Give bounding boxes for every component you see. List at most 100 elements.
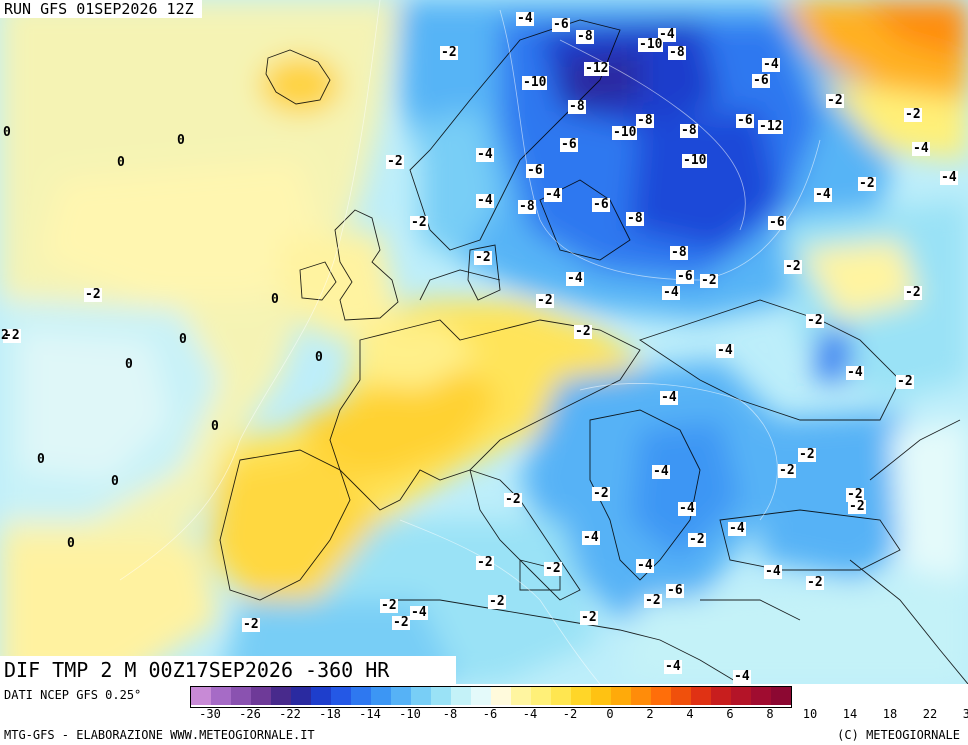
contour-label: -2 — [644, 593, 662, 608]
contour-label: -2 — [580, 610, 598, 625]
legend-swatch — [391, 687, 411, 705]
legend-swatch — [551, 687, 571, 705]
contour-label: -4 — [660, 390, 678, 405]
contour-label: -6 — [526, 163, 544, 178]
contour-label: -2 — [488, 594, 506, 609]
contour-label: -2 — [806, 575, 824, 590]
data-source: DATI NCEP GFS 0.25° — [4, 688, 142, 702]
contour-label: 2 — [1, 328, 9, 343]
legend-ticks: -30 -26 -22 -18 -14 -10 -8 -6 -4 -2 0 2 4 6 8 10 14 18 22 3… — [190, 707, 968, 723]
contour-label: 0 — [111, 474, 119, 489]
contour-label: -2 — [84, 287, 102, 302]
legend-swatch — [271, 687, 291, 705]
contour-label: -2 — [798, 447, 816, 462]
contour-label: -4 — [664, 659, 682, 674]
map-title: DIF TMP 2 M 00Z17SEP2026 -360 HR — [0, 656, 456, 684]
contour-label: -2 — [242, 617, 260, 632]
legend-swatch — [431, 687, 451, 705]
legend-swatch — [291, 687, 311, 705]
legend-swatch — [511, 687, 531, 705]
contour-label: -6 — [666, 583, 684, 598]
contour-label: -4 — [516, 11, 534, 26]
contour-label: -4 — [716, 343, 734, 358]
contour-label: -2 — [574, 324, 592, 339]
contour-label: 0 — [271, 292, 279, 307]
legend-swatch — [471, 687, 491, 705]
contour-label: -4 — [912, 141, 930, 156]
contour-label: -2 — [848, 499, 866, 514]
contour-label: -2 — [504, 492, 522, 507]
contour-label: -2 — [896, 374, 914, 389]
legend-tick: -18 — [319, 707, 341, 721]
legend-tick: 30 — [962, 707, 968, 721]
credit-left: MTG-GFS - ELABORAZIONE WWW.METEOGIORNALE… — [4, 728, 315, 742]
contour-label: -4 — [544, 187, 562, 202]
legend-tick: 14 — [842, 707, 858, 721]
legend-swatch — [371, 687, 391, 705]
contour-label: 0 — [177, 133, 185, 148]
contour-label: -8 — [636, 113, 654, 128]
legend-swatch — [191, 687, 211, 705]
run-title: RUN GFS 01SEP2026 12Z — [0, 0, 202, 18]
legend-swatch — [731, 687, 751, 705]
legend-tick: -14 — [359, 707, 381, 721]
contour-label: -2 — [380, 598, 398, 613]
legend-tick: -6 — [482, 707, 498, 721]
legend-swatch — [671, 687, 691, 705]
contour-label: 0 — [179, 332, 187, 347]
contour-label: -10 — [682, 153, 708, 168]
legend-swatch — [691, 687, 711, 705]
contour-label: -2 — [904, 285, 922, 300]
contour-label: -4 — [733, 669, 751, 684]
legend-tick: 6 — [726, 707, 734, 721]
contour-label: -2 — [476, 555, 494, 570]
legend-tick: -30 — [199, 707, 221, 721]
contour-label: -2 — [440, 45, 458, 60]
contour-label: 0 — [211, 419, 219, 434]
legend-tick: 2 — [646, 707, 654, 721]
contour-label: -8 — [518, 199, 536, 214]
contour-label: -2 — [846, 487, 864, 502]
legend-swatch — [631, 687, 651, 705]
contour-label: -8 — [568, 99, 586, 114]
legend-swatch — [571, 687, 591, 705]
contour-label: -4 — [814, 187, 832, 202]
legend-swatch — [411, 687, 431, 705]
contour-label: -4 — [476, 147, 494, 162]
contour-label: -8 — [670, 245, 688, 260]
contour-label: -6 — [552, 17, 570, 32]
legend-swatch — [311, 687, 331, 705]
contour-label: -10 — [638, 37, 664, 52]
contour-label: -10 — [612, 125, 638, 140]
legend-swatch — [331, 687, 351, 705]
legend-tick: -22 — [279, 707, 301, 721]
contour-label: -4 — [940, 170, 958, 185]
contour-label: -4 — [582, 530, 600, 545]
contour-label: -8 — [668, 45, 686, 60]
contour-label: 0 — [117, 155, 125, 170]
contour-label: -2 — [592, 486, 610, 501]
legend-tick: 8 — [766, 707, 774, 721]
contour-label: -2 — [544, 561, 562, 576]
contour-label: -2 — [778, 463, 796, 478]
contour-label: -2 — [410, 215, 428, 230]
legend-tick: -8 — [442, 707, 458, 721]
contour-label: -2 — [826, 93, 844, 108]
contour-label: -6 — [676, 269, 694, 284]
contour-label: -6 — [768, 215, 786, 230]
contour-label: -2 — [392, 615, 410, 630]
legend-swatch — [591, 687, 611, 705]
contour-label: -10 — [522, 75, 548, 90]
legend-swatch — [711, 687, 731, 705]
contour-label: -2 — [700, 273, 718, 288]
contour-label: -2 — [3, 328, 21, 343]
contour-label: -2 — [536, 293, 554, 308]
contour-label: -2 — [688, 532, 706, 547]
contour-label: -8 — [680, 123, 698, 138]
legend-tick: 10 — [802, 707, 818, 721]
legend-tick: -10 — [399, 707, 421, 721]
contour-label: -4 — [652, 464, 670, 479]
legend-swatch — [491, 687, 511, 705]
legend-tick: -2 — [562, 707, 578, 721]
legend-tick: 18 — [882, 707, 898, 721]
